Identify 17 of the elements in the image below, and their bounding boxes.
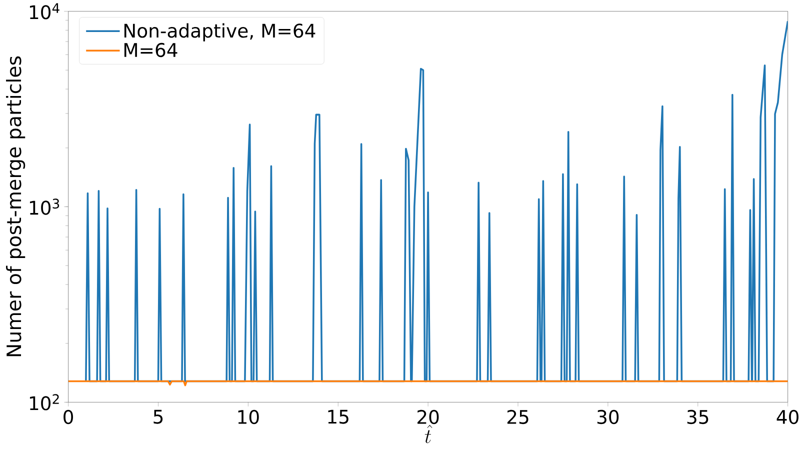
y-tick-label: 10$^{2}$ bbox=[30, 394, 59, 410]
legend-label: M=64 bbox=[124, 43, 178, 58]
x-tick-label: 0 bbox=[64, 410, 74, 424]
y-tick-label: 10$^{3}$ bbox=[30, 198, 60, 216]
x-tick-label: 5 bbox=[154, 410, 163, 424]
x-tick-label: 25 bbox=[507, 410, 528, 424]
y-tick-label: 10$^{4}$ bbox=[30, 3, 60, 20]
x-tick-label: 40 bbox=[776, 410, 798, 424]
x-tick-label: 10 bbox=[238, 410, 259, 424]
y-axis-title: Numer of post-merge particles bbox=[6, 56, 26, 356]
x-tick-label: 20 bbox=[418, 410, 439, 424]
x-tick-label: 15 bbox=[328, 410, 348, 424]
x-axis-title: $\hat{t}$ bbox=[424, 425, 432, 444]
x-tick-label: 35 bbox=[687, 410, 708, 424]
legend-label: Non-adaptive, M=64 bbox=[124, 23, 316, 42]
line-series bbox=[85, 20, 788, 382]
x-tick-label: 30 bbox=[597, 410, 619, 424]
